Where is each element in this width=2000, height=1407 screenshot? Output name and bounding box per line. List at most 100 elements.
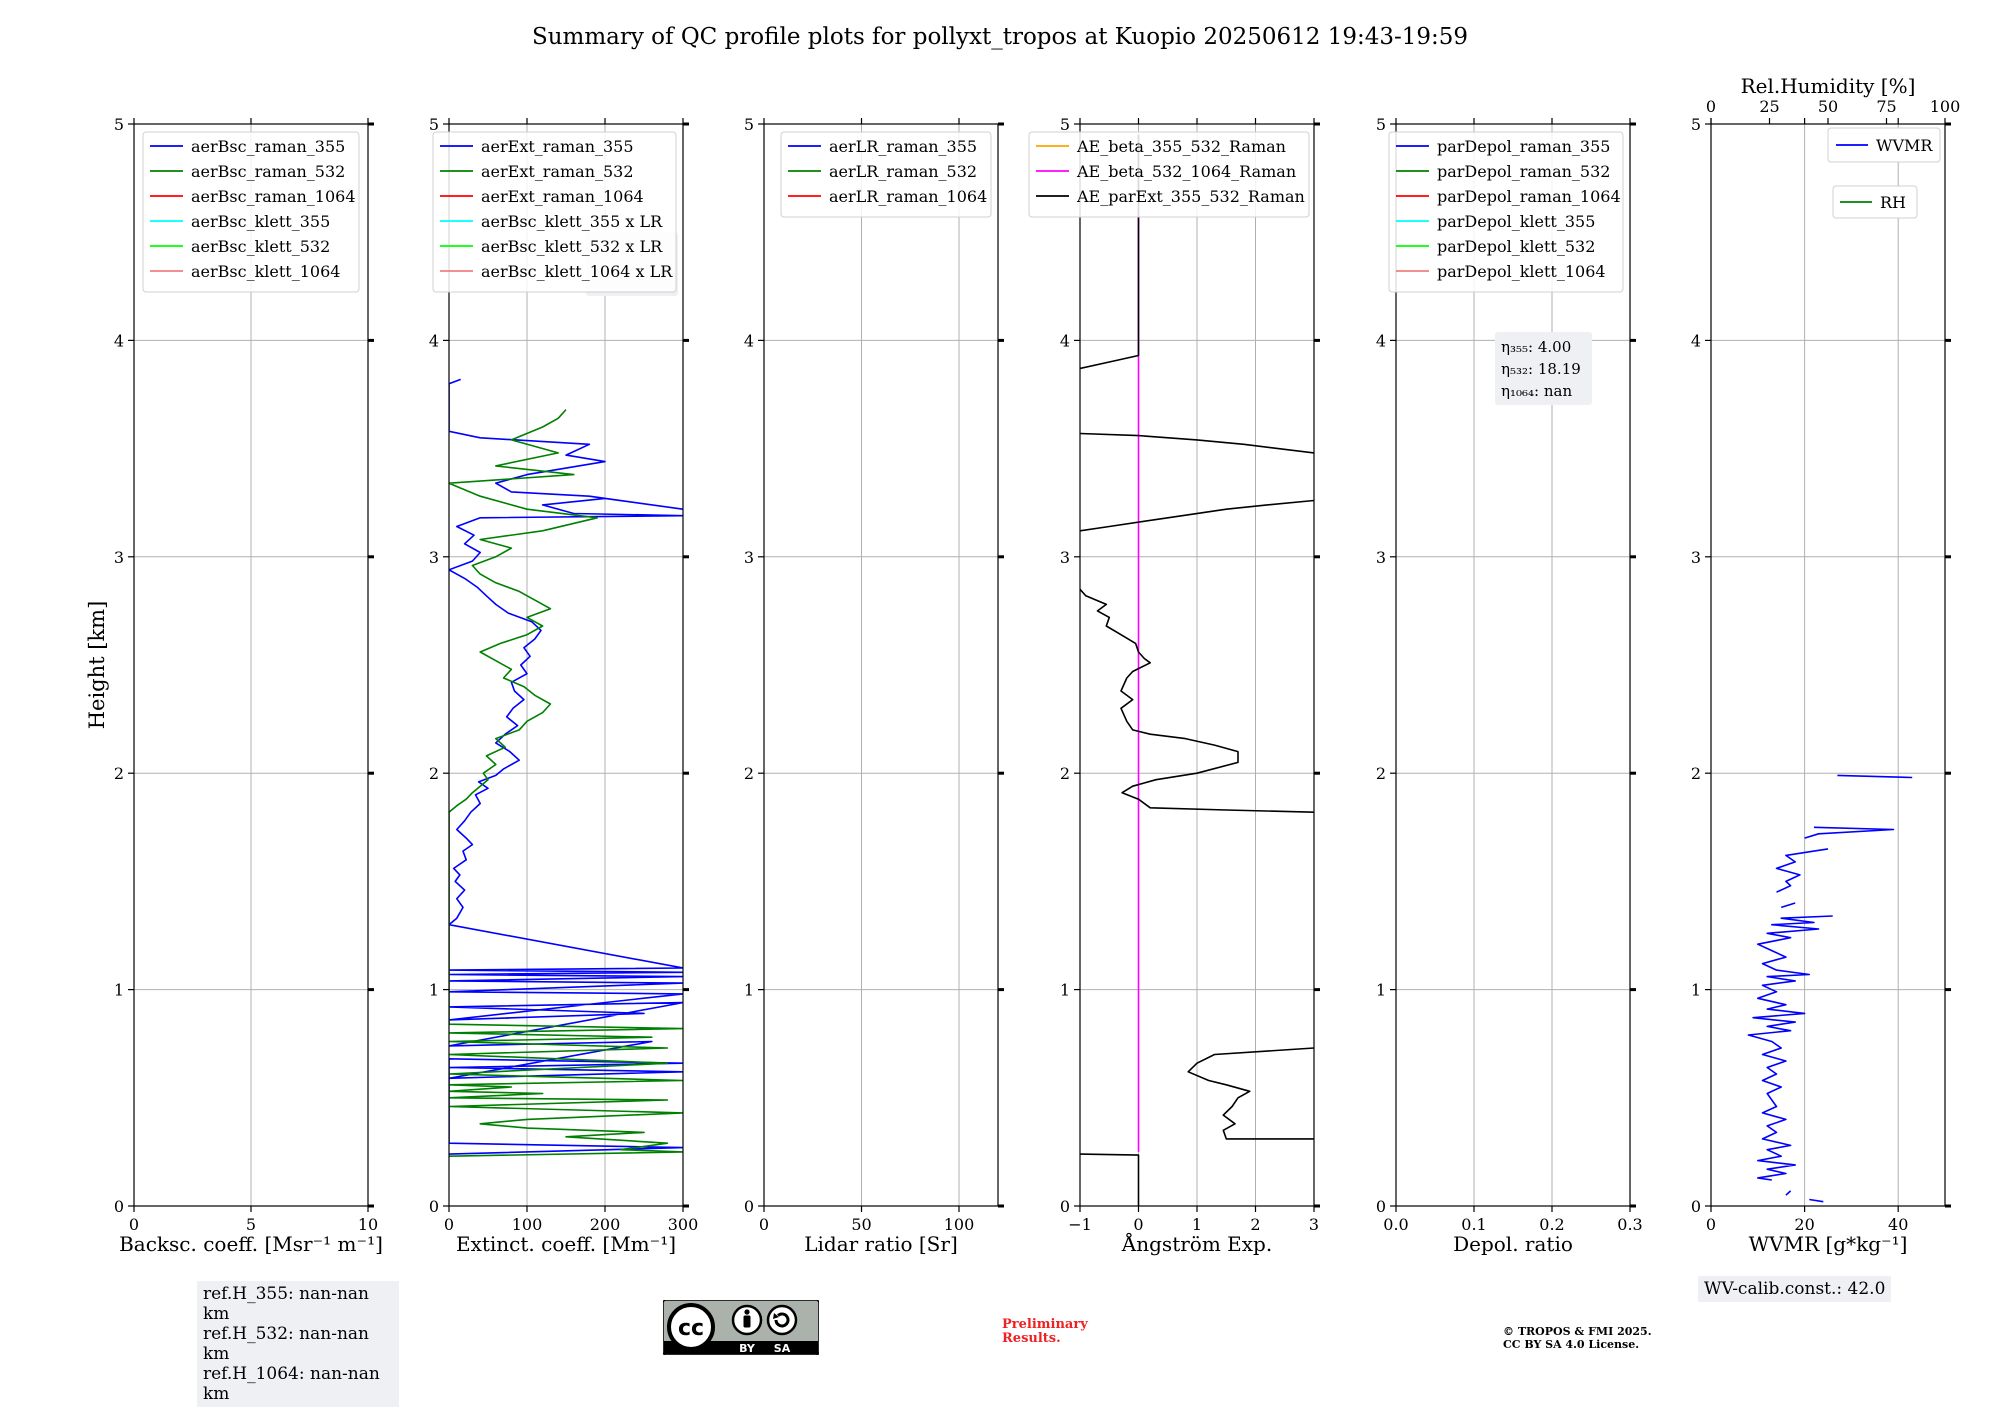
ref-height-532: ref.H_532: nan-nan km <box>203 1324 369 1364</box>
y-tick-label: 4 <box>1060 331 1070 350</box>
cc-by-sa-icon: cc <box>667 1303 798 1351</box>
legend-label-aerbsc-klett-355-x-lr: aerBsc_klett_355 x LR <box>481 212 663 231</box>
legend-label-aerbsc-klett-1064: aerBsc_klett_1064 <box>191 262 340 281</box>
y-tick-label: 3 <box>744 548 754 567</box>
series-line-ae-parext-355-532-raman <box>1080 499 1314 532</box>
y-tick-label: 2 <box>744 764 754 783</box>
legend: aerLR_raman_355 aerLR_raman_532 aerLR_rama… <box>780 131 992 218</box>
series-line-ae-parext-355-532-raman <box>1187 1047 1314 1140</box>
x2-tick-label: 50 <box>1818 97 1838 116</box>
series-line-ae-parext-355-532-raman <box>1080 1153 1140 1206</box>
eta-annotation-box: η₃₅₅: 4.00 η₅₃₂: 18.19 η₁₀₆₄: nan <box>1495 332 1592 405</box>
x-tick-label: −1 <box>1068 1215 1092 1234</box>
x-tick-label: 0.1 <box>1461 1215 1486 1234</box>
series-group <box>449 378 683 1157</box>
x-tick-label: 0 <box>1133 1215 1143 1234</box>
preliminary-line-2: Results. <box>1002 1331 1061 1346</box>
y-tick-label: 4 <box>429 331 439 350</box>
series-line-wvmr <box>1785 1190 1792 1196</box>
panel-3: 0 50 100 0 1 2 3 4 5 Lidar ratio [Sr] aerLR_raman_… <box>744 115 1004 1256</box>
y-tick-label: 4 <box>114 331 124 350</box>
y-tick-label: 1 <box>114 981 124 1000</box>
y-tick-label: 5 <box>429 115 439 134</box>
legend-label-rh: RH <box>1880 193 1906 212</box>
x-tick-label: 200 <box>590 1215 621 1234</box>
legend-label-pardepol-klett-1064: parDepol_klett_1064 <box>1437 262 1606 281</box>
legend-rh: RH <box>1832 185 1918 219</box>
legend-frame <box>142 131 360 293</box>
preliminary-line-1: Preliminary <box>1002 1317 1088 1332</box>
y-tick-label: 2 <box>1376 764 1386 783</box>
wv-calibration-box: WV-calib.const.: 42.0 <box>1698 1276 1892 1302</box>
y-tick-label: 5 <box>114 115 124 134</box>
legend-frame <box>1827 127 1941 163</box>
axes-frame <box>763 123 999 1207</box>
x2-tick-label: 25 <box>1759 97 1779 116</box>
legend-label-ae-beta-532-1064-raman: AE_beta_532_1064_Raman <box>1076 162 1296 181</box>
copyright-line-1: © TROPOS & FMI 2025. <box>1503 1325 1652 1338</box>
y-tick-label: 5 <box>1691 115 1701 134</box>
series-line-wvmr <box>1747 915 1833 1181</box>
legend-label-pardepol-klett-355: parDepol_klett_355 <box>1437 212 1595 231</box>
legend-frame <box>1388 131 1624 293</box>
x-tick-label: 100 <box>512 1215 543 1234</box>
y-tick-label: 0 <box>1060 1197 1070 1216</box>
legend-label-aerlr-raman-1064: aerLR_raman_1064 <box>829 187 987 206</box>
eta-annotation-background <box>1495 332 1592 405</box>
series-line-ae-parext-355-532-raman <box>1080 134 1140 370</box>
axes-frame <box>1395 123 1631 1207</box>
series-line-ae-parext-355-532-raman <box>1080 588 1314 813</box>
y-axis-label: Height [km] <box>85 601 109 730</box>
copyright-notice: © TROPOS & FMI 2025. CC BY SA 4.0 Licens… <box>1503 1325 1652 1351</box>
x-tick-label: 10 <box>358 1215 378 1234</box>
y-tick-label: 3 <box>1691 548 1701 567</box>
legend-label-ae-parext-355-532-raman: AE_parExt_355_532_Raman <box>1076 187 1305 206</box>
legend-label-wvmr: WVMR <box>1876 136 1933 155</box>
cc-by-sa-badge: cc BY SA <box>663 1300 819 1355</box>
y-tick-label: 0 <box>744 1197 754 1216</box>
x-axis-label: Extinct. coeff. [Mm⁻¹] <box>456 1232 676 1256</box>
qc-profile-figure: Summary of QC profile plots for pollyxt_… <box>85 24 1960 1256</box>
x-tick-label: 100 <box>944 1215 975 1234</box>
series-line-aerext-raman-532 <box>449 409 683 1157</box>
legend-label-aerbsc-klett-532-x-lr: aerBsc_klett_532 x LR <box>481 237 663 256</box>
series-line-wvmr <box>1804 826 1895 839</box>
series-group <box>1080 134 1314 1206</box>
x-axis-label: Backsc. coeff. [Msr⁻¹ m⁻¹] <box>119 1232 383 1256</box>
series-line-wvmr <box>1775 848 1829 893</box>
legend-label-pardepol-raman-532: parDepol_raman_532 <box>1437 162 1610 181</box>
legend-label-pardepol-raman-355: parDepol_raman_355 <box>1437 137 1610 156</box>
badge-label-sa: SA <box>774 1342 791 1355</box>
y-tick-label: 3 <box>114 548 124 567</box>
legend-label-aerbsc-klett-1064-x-lr: aerBsc_klett_1064 x LR <box>481 262 673 281</box>
legend: parDepol_raman_355 parDepol_raman_532 parD… <box>1388 131 1624 293</box>
x-axis-label: Depol. ratio <box>1453 1232 1573 1256</box>
y-tick-label: 4 <box>1691 331 1701 350</box>
y-tick-label: 1 <box>429 981 439 1000</box>
svg-text:cc: cc <box>678 1316 704 1341</box>
y-tick-label: 1 <box>1376 981 1386 1000</box>
series-line-wvmr <box>1837 774 1913 779</box>
series-group <box>1747 774 1913 1203</box>
x-tick-label: 0 <box>1706 1215 1716 1234</box>
y-tick-label: 0 <box>114 1197 124 1216</box>
x-tick-label: 300 <box>668 1215 699 1234</box>
y-tick-label: 2 <box>1691 764 1701 783</box>
x2-tick-label: 100 <box>1930 97 1961 116</box>
x-tick-label: 20 <box>1794 1215 1814 1234</box>
series-line-ae-parext-355-532-raman <box>1080 432 1314 454</box>
eta-annotation-line: η₁₀₆₄: nan <box>1501 382 1572 400</box>
legend-label-aerbsc-klett-532: aerBsc_klett_532 <box>191 237 330 256</box>
legend-frame <box>1832 185 1918 219</box>
axes-frame <box>1710 123 1946 1207</box>
legend-label-aerext-raman-1064: aerExt_raman_1064 <box>481 187 644 206</box>
ref-height-1064: ref.H_1064: nan-nan km <box>203 1364 380 1404</box>
y-tick-label: 2 <box>114 764 124 783</box>
axes-frame <box>448 123 684 1207</box>
preliminary-notice: Preliminary Results. <box>1002 1318 1088 1346</box>
legend: aerBsc_raman_355 aerBsc_raman_532 aerBsc_r… <box>142 131 360 293</box>
x-tick-label: 2 <box>1250 1215 1260 1234</box>
legend-label-pardepol-raman-1064: parDepol_raman_1064 <box>1437 187 1621 206</box>
